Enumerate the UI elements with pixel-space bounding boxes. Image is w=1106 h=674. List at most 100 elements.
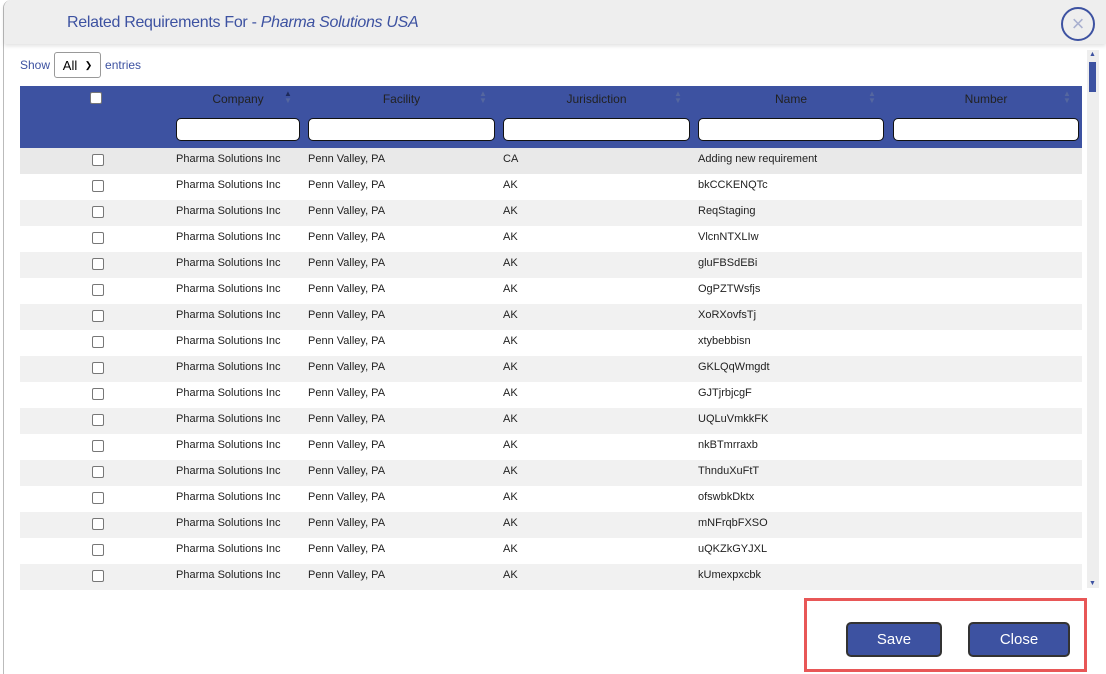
cell-jurisdiction: AK	[503, 205, 518, 217]
column-header-company[interactable]: Company	[212, 92, 264, 106]
cell-name: ReqStaging	[698, 205, 756, 217]
cell-jurisdiction: AK	[503, 283, 518, 295]
table-row: Pharma Solutions Inc Penn Valley, PA AK ofs…	[20, 486, 1082, 512]
row-checkbox[interactable]	[92, 544, 104, 556]
row-checkbox[interactable]	[92, 180, 104, 192]
save-button[interactable]: Save	[846, 622, 942, 657]
row-checkbox[interactable]	[92, 310, 104, 322]
row-checkbox[interactable]	[92, 154, 104, 166]
row-checkbox[interactable]	[92, 362, 104, 374]
cell-name: xtybebbisn	[698, 335, 751, 347]
cell-jurisdiction: AK	[503, 309, 518, 321]
cell-name: VlcnNTXLIw	[698, 231, 759, 243]
cell-jurisdiction: AK	[503, 257, 518, 269]
table-row: Pharma Solutions Inc Penn Valley, PA AK bkC…	[20, 174, 1082, 200]
cell-facility: Penn Valley, PA	[308, 335, 386, 347]
cell-jurisdiction: AK	[503, 231, 518, 243]
sort-icon[interactable]: ▲ ▼	[284, 89, 292, 105]
scrollbar[interactable]: ▲ ▼	[1087, 50, 1099, 588]
row-checkbox[interactable]	[92, 518, 104, 530]
scroll-down-icon[interactable]: ▼	[1089, 580, 1096, 587]
cell-facility: Penn Valley, PA	[308, 543, 386, 555]
modal-title: Related Requirements For - Pharma Soluti…	[67, 14, 419, 32]
cell-company: Pharma Solutions Inc	[176, 205, 281, 217]
table-row: Pharma Solutions Inc Penn Valley, PA AK Thn…	[20, 460, 1082, 486]
cell-name: nkBTmrraxb	[698, 439, 758, 451]
table-row: Pharma Solutions Inc Penn Valley, PA AK UQL…	[20, 408, 1082, 434]
cell-facility: Penn Valley, PA	[308, 361, 386, 373]
chevron-down-icon: ❯	[84, 59, 93, 70]
cell-company: Pharma Solutions Inc	[176, 439, 281, 451]
sort-icon[interactable]: ▲ ▼	[479, 89, 487, 105]
scroll-up-icon[interactable]: ▲	[1089, 51, 1096, 58]
cell-name: GKLQqWmgdt	[698, 361, 770, 373]
cell-jurisdiction: AK	[503, 387, 518, 399]
row-checkbox[interactable]	[92, 440, 104, 452]
cell-company: Pharma Solutions Inc	[176, 413, 281, 425]
cell-jurisdiction: AK	[503, 361, 518, 373]
highlight-box	[804, 598, 1087, 672]
column-header-facility[interactable]: Facility	[382, 92, 421, 106]
cell-company: Pharma Solutions Inc	[176, 569, 281, 581]
row-checkbox[interactable]	[92, 258, 104, 270]
cell-name: OgPZTWsfjs	[698, 283, 761, 295]
entries-select[interactable]: All ❯	[54, 52, 102, 78]
cell-facility: Penn Valley, PA	[308, 231, 386, 243]
row-checkbox[interactable]	[92, 466, 104, 478]
row-checkbox[interactable]	[92, 336, 104, 348]
length-control: Show All ❯ entries	[20, 52, 141, 78]
entries-label: entries	[105, 58, 142, 72]
filter-input-number[interactable]	[893, 118, 1079, 141]
row-checkbox[interactable]	[92, 206, 104, 218]
row-checkbox[interactable]	[92, 388, 104, 400]
cell-name: gluFBSdEBi	[698, 257, 758, 269]
table-row: Pharma Solutions Inc Penn Valley, PA AK GJT…	[20, 382, 1082, 408]
cell-facility: Penn Valley, PA	[308, 569, 386, 581]
cell-name: mNFrqbFXSO	[698, 517, 768, 529]
table-row: Pharma Solutions Inc Penn Valley, PA AK Vlc…	[20, 226, 1082, 252]
cell-facility: Penn Valley, PA	[308, 179, 386, 191]
cell-company: Pharma Solutions Inc	[176, 153, 281, 165]
cell-company: Pharma Solutions Inc	[176, 231, 281, 243]
cell-jurisdiction: AK	[503, 465, 518, 477]
cell-name: kUmexpxcbk	[698, 569, 761, 581]
table-row: Pharma Solutions Inc Penn Valley, PA AK XoR…	[20, 304, 1082, 330]
cell-company: Pharma Solutions Inc	[176, 491, 281, 503]
select-all-checkbox[interactable]	[90, 92, 102, 104]
row-checkbox[interactable]	[92, 570, 104, 582]
cell-jurisdiction: AK	[503, 491, 518, 503]
cell-jurisdiction: AK	[503, 335, 518, 347]
cell-name: UQLuVmkkFK	[698, 413, 769, 425]
row-checkbox[interactable]	[92, 232, 104, 244]
sort-icon[interactable]: ▲ ▼	[674, 89, 682, 105]
filter-input-name[interactable]	[698, 118, 884, 141]
table-row: Pharma Solutions Inc Penn Valley, PA AK OgP…	[20, 278, 1082, 304]
row-checkbox[interactable]	[92, 284, 104, 296]
sort-icon[interactable]: ▲ ▼	[1063, 89, 1071, 105]
column-header-name[interactable]: Name	[774, 92, 807, 106]
filter-input-company[interactable]	[176, 118, 300, 141]
column-header-number[interactable]: Number	[964, 92, 1008, 106]
scrollbar-thumb[interactable]	[1089, 62, 1096, 92]
cell-facility: Penn Valley, PA	[308, 413, 386, 425]
row-checkbox[interactable]	[92, 414, 104, 426]
filter-input-facility[interactable]	[308, 118, 495, 141]
cell-name: XoRXovfsTj	[698, 309, 757, 321]
table-row: Pharma Solutions Inc Penn Valley, PA AK mNF…	[20, 512, 1082, 538]
cell-facility: Penn Valley, PA	[308, 309, 386, 321]
cell-company: Pharma Solutions Inc	[176, 543, 281, 555]
cell-jurisdiction: AK	[503, 517, 518, 529]
cell-company: Pharma Solutions Inc	[176, 387, 281, 399]
cell-facility: Penn Valley, PA	[308, 387, 386, 399]
close-button[interactable]: Close	[968, 622, 1070, 657]
sort-icon[interactable]: ▲ ▼	[868, 89, 876, 105]
cell-company: Pharma Solutions Inc	[176, 361, 281, 373]
cell-name: ThnduXuFtT	[698, 465, 760, 477]
filter-input-jurisdiction[interactable]	[503, 118, 690, 141]
column-header-jurisdiction[interactable]: Jurisdiction	[566, 92, 627, 106]
close-x-icon[interactable]: ×	[1061, 7, 1095, 41]
row-checkbox[interactable]	[92, 492, 104, 504]
cell-company: Pharma Solutions Inc	[176, 283, 281, 295]
table-row: Pharma Solutions Inc Penn Valley, PA CA Add…	[20, 148, 1082, 174]
cell-company: Pharma Solutions Inc	[176, 335, 281, 347]
